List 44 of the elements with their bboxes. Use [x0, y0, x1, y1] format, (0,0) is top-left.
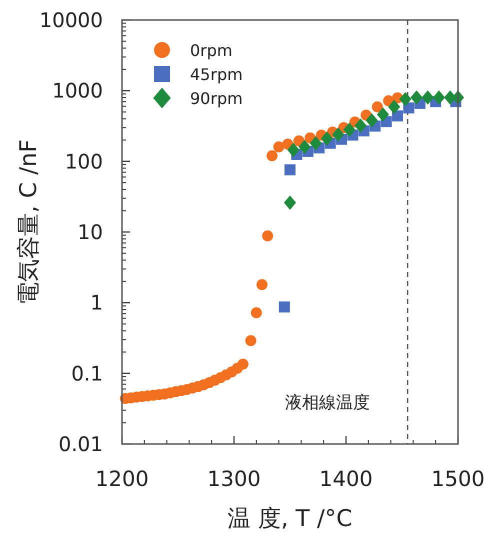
point	[298, 140, 311, 154]
point	[422, 90, 434, 105]
point	[266, 150, 278, 162]
y-axis-title: 電気容量, C /nF	[16, 139, 42, 305]
x-axis-title: 温 度, T /°C	[228, 506, 352, 532]
y-tick-label: 100	[64, 149, 103, 174]
legend-label: 90rpm	[190, 89, 243, 108]
point	[354, 118, 367, 133]
point	[287, 142, 300, 158]
point	[262, 230, 274, 242]
x-tick-label: 1300	[207, 467, 261, 491]
legend-label: 45rpm	[190, 65, 243, 84]
point	[320, 131, 334, 146]
y-tick-label: 1	[90, 290, 103, 315]
point	[410, 90, 423, 105]
point	[250, 307, 262, 318]
point	[284, 164, 296, 176]
y-tick-label: 0.1	[71, 361, 103, 386]
point	[284, 196, 296, 210]
x-tick-label: 1500	[431, 467, 485, 491]
y-tick-label: 10	[78, 220, 103, 244]
point	[278, 301, 290, 312]
ref-line-label: 液相線温度	[285, 393, 370, 413]
point	[310, 136, 322, 150]
point	[372, 101, 383, 112]
point	[399, 92, 412, 106]
legend-label: 0rpm	[190, 41, 232, 60]
point	[256, 279, 268, 290]
point	[332, 127, 344, 142]
point	[245, 335, 256, 346]
point	[376, 107, 390, 122]
x-tick-label: 1400	[319, 467, 373, 491]
point	[273, 141, 284, 152]
point	[366, 113, 378, 128]
y-tick-label: 1000	[52, 78, 103, 103]
point	[343, 122, 356, 137]
point	[403, 102, 414, 114]
y-tick-label: 0.01	[58, 432, 103, 456]
point	[392, 110, 404, 122]
y-tick-label: 10000	[39, 8, 103, 32]
point	[432, 90, 446, 105]
point	[237, 358, 248, 370]
point	[388, 100, 400, 114]
x-tick-label: 1200	[95, 467, 149, 491]
